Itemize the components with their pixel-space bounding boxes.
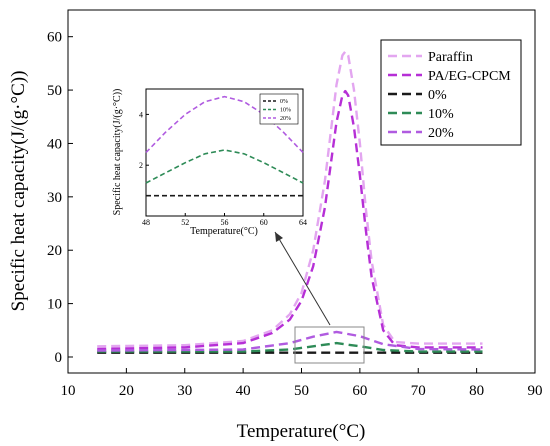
inset-x-tick-label: 48 — [142, 218, 150, 227]
inset-ticks: 48 52 56 60 64 2 4 — [139, 110, 307, 227]
inset-y-axis-label: Specific heat capacity(J/(g·°C)) — [112, 89, 123, 216]
inset-chart: 48 52 56 60 64 2 4 Temperature(°C) Specific he… — [112, 88, 307, 237]
legend-label-pa-eg-cpcm: PA/EG-CPCM — [428, 69, 511, 84]
series-line-10pct — [97, 341, 483, 353]
legend-box — [380, 39, 522, 146]
y-tick-label: 20 — [47, 243, 62, 259]
zoom-arrow — [274, 231, 331, 326]
main-series — [97, 50, 483, 354]
main-ticks: 10 20 30 40 50 60 70 80 90 0 10 20 30 40 50 60 — [47, 30, 543, 399]
y-tick-label: 30 — [47, 190, 62, 206]
y-tick-label: 40 — [47, 136, 62, 152]
legend-label-0pct: 0% — [428, 88, 447, 103]
legend: Paraffin PA/EG-CPCM 0% 10% 20% — [380, 39, 522, 146]
inset-y-tick-label: 4 — [139, 110, 143, 119]
inset-y-tick-label: 2 — [139, 161, 143, 170]
zoom-arrowhead — [275, 232, 283, 242]
inset-x-tick-label: 64 — [299, 218, 307, 227]
y-tick-label: 10 — [47, 297, 62, 313]
x-tick-label: 40 — [236, 383, 251, 399]
inset-legend-box — [259, 93, 299, 125]
x-tick-label: 90 — [528, 383, 543, 399]
x-tick-label: 80 — [469, 383, 484, 399]
x-tick-label: 60 — [352, 383, 367, 399]
series-line-20pct — [97, 330, 483, 352]
series-line-pa-eg-cpcm — [97, 89, 483, 351]
y-tick-label: 50 — [47, 83, 62, 99]
y-axis-label: Specific heat capacity(J/(g·°C)) — [8, 71, 29, 312]
inset-series — [145, 95, 304, 197]
legend-label-paraffin: Paraffin — [428, 50, 473, 65]
y-tick-label: 60 — [47, 30, 62, 46]
y-tick-label: 0 — [55, 350, 63, 366]
legend-label-10pct: 10% — [428, 107, 454, 122]
x-tick-label: 50 — [294, 383, 309, 399]
x-tick-label: 70 — [411, 383, 426, 399]
inset-legend-label-10pct: 10% — [280, 108, 291, 114]
legend-label-20pct: 20% — [428, 126, 454, 141]
legend-items: Paraffin PA/EG-CPCM 0% 10% 20% — [388, 50, 511, 141]
x-tick-label: 20 — [119, 383, 134, 399]
inset-x-axis-label: Temperature(°C) — [190, 226, 258, 237]
x-tick-label: 30 — [177, 383, 192, 399]
inset-legend-label-0pct: 0% — [280, 99, 288, 105]
inset-x-tick-label: 52 — [181, 218, 189, 227]
inset-x-tick-label: 60 — [260, 218, 268, 227]
inset-legend-items: 0% 10% 20% — [263, 99, 291, 122]
x-axis-label: Temperature(°C) — [237, 421, 366, 442]
inset-x-tick-label: 56 — [221, 218, 229, 227]
x-tick-label: 10 — [61, 383, 76, 399]
inset-legend-label-20pct: 20% — [280, 116, 291, 122]
series-line-paraffin — [97, 50, 483, 348]
inset-series-line-20pct — [145, 95, 304, 154]
zoom-region-box — [294, 326, 365, 364]
